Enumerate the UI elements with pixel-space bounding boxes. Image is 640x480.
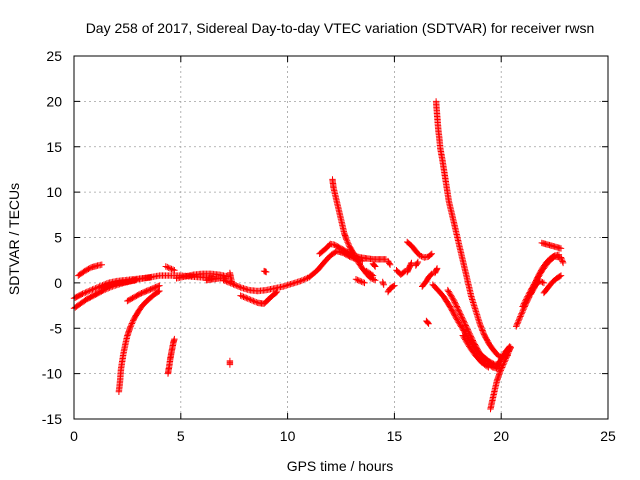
data-point-markers: [260, 267, 270, 276]
series-arc33: [444, 286, 503, 373]
data-point-markers: [329, 176, 379, 284]
series-arc21: [379, 278, 387, 288]
y-tick-label: 0: [54, 275, 62, 291]
x-tick-label: 0: [70, 428, 78, 444]
series-arc41: [540, 272, 565, 297]
data-point-markers: [363, 267, 377, 279]
data-point-markers: [384, 257, 394, 268]
data-point-markers: [369, 260, 379, 270]
data-point-markers: [379, 278, 387, 288]
series-arc4: [98, 277, 140, 292]
y-tick-label: 25: [46, 48, 62, 64]
grid: [74, 56, 608, 419]
data-point-markers: [419, 270, 435, 290]
data-point-markers: [98, 277, 140, 292]
data-point-markers: [404, 259, 415, 276]
data-point-markers: [487, 344, 514, 413]
series-arc17: [329, 176, 379, 284]
x-tick-label: 25: [600, 428, 616, 444]
data-point-markers: [226, 357, 234, 368]
x-tick-label: 20: [493, 428, 509, 444]
series-arc5: [115, 287, 163, 395]
y-tick-label: 20: [46, 93, 62, 109]
data-point-markers: [513, 251, 563, 330]
data-point-markers: [237, 288, 281, 307]
data-point-markers: [431, 265, 441, 277]
data-points: [70, 98, 567, 413]
data-point-markers: [540, 272, 565, 297]
series-arc18: [352, 276, 368, 287]
x-tick-label: 10: [280, 428, 296, 444]
series-arc26: [404, 259, 415, 276]
series-arc22: [384, 282, 398, 296]
series-arc35: [487, 344, 514, 413]
series-arc40: [527, 277, 548, 297]
data-point-markers: [538, 239, 565, 252]
series-arc30: [431, 265, 441, 277]
plot-frame: [73, 55, 609, 420]
series-arc29: [423, 317, 432, 327]
series-arc7: [164, 335, 178, 377]
x-axis-label: GPS time / hours: [287, 458, 394, 474]
series-arc28: [419, 270, 435, 290]
axis-ticks: 0 5 10 15 20 25 -15 -10 -5 0 5 10 15 20 25: [42, 48, 616, 444]
series-arc19: [363, 267, 377, 279]
chart-title: Day 258 of 2017, Sidereal Day-to-day VTE…: [86, 20, 595, 36]
data-point-markers: [162, 263, 178, 274]
series-arc39: [538, 239, 565, 252]
data-point-markers: [75, 261, 105, 279]
data-point-markers: [404, 238, 435, 261]
data-point-markers: [444, 286, 503, 373]
data-point-markers: [423, 317, 432, 327]
data-point-markers: [164, 335, 178, 377]
x-tick-label: 15: [387, 428, 403, 444]
series-arc20: [369, 260, 379, 270]
series-arc2: [75, 261, 105, 279]
y-tick-label: -15: [42, 411, 62, 427]
y-tick-label: -10: [42, 366, 62, 382]
y-tick-label: 15: [46, 139, 62, 155]
data-point-markers: [459, 332, 492, 371]
series-arc34: [459, 332, 492, 371]
series-arc14: [226, 357, 234, 368]
series-arc11: [220, 247, 366, 295]
data-point-markers: [352, 276, 368, 287]
data-point-markers: [220, 247, 366, 295]
series-arc23: [384, 257, 394, 268]
series-arc25: [404, 238, 435, 261]
y-tick-label: -5: [50, 320, 63, 336]
data-point-markers: [527, 277, 548, 297]
series-arc27: [412, 258, 422, 269]
series-arc13: [226, 269, 236, 287]
data-point-markers: [226, 269, 236, 287]
data-point-markers: [432, 98, 511, 361]
x-tick-label: 5: [177, 428, 185, 444]
data-point-markers: [412, 258, 422, 269]
series-arc37: [513, 251, 563, 330]
series-arc12: [237, 288, 281, 307]
data-point-markers: [384, 282, 398, 296]
data-point-markers: [124, 282, 163, 305]
series-arc31: [432, 98, 511, 361]
series-arc6: [124, 282, 163, 305]
y-tick-label: 10: [46, 184, 62, 200]
data-point-markers: [115, 287, 163, 395]
series-arc15: [260, 267, 270, 276]
series-arc36: [493, 343, 513, 370]
data-point-markers: [493, 343, 513, 370]
series-arc8: [162, 263, 178, 274]
y-tick-label: 5: [54, 230, 62, 246]
y-axis-label: SDTVAR / TECUs: [6, 183, 22, 295]
